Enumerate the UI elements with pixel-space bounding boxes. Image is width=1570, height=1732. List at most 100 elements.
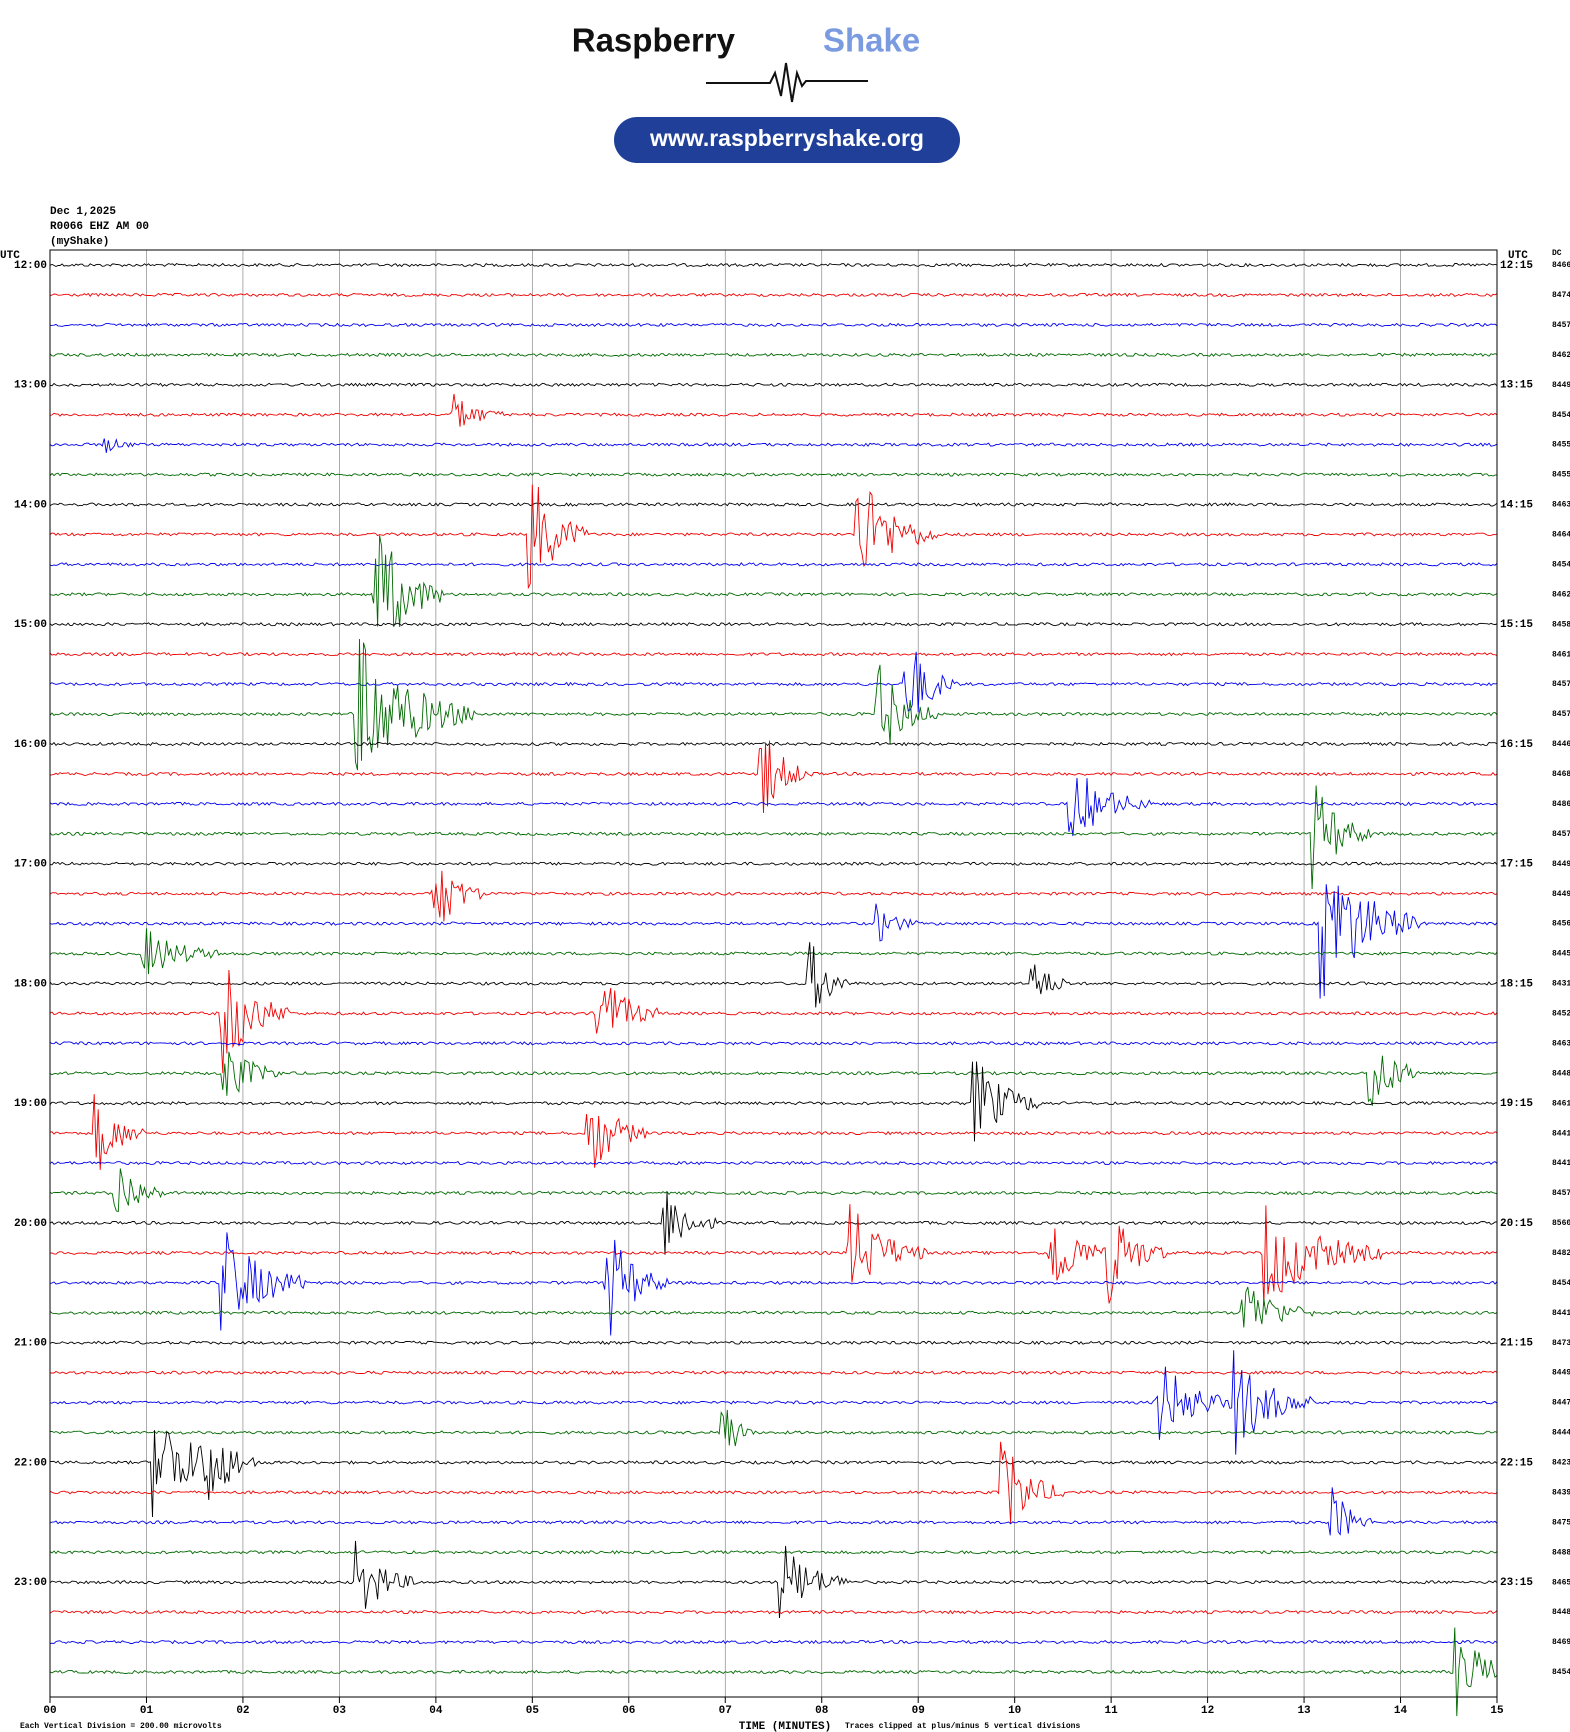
left-time-label: 15:00 [14,619,47,631]
trace [49,484,1498,590]
dc-value: 8447 [1552,1399,1570,1408]
left-time-label: 16:00 [14,739,47,751]
trace [49,1191,1497,1255]
right-axis-title: UTC [1508,250,1528,262]
dc-value: 8448 [1552,1608,1570,1617]
trace [49,1286,1498,1328]
dc-value: 8441 [1552,1129,1570,1138]
dc-value: 8488 [1552,1548,1570,1557]
dc-value: 8464 [1552,531,1570,540]
url[interactable]: www.raspberryshake.org [649,125,924,151]
x-tick-label: 06 [622,1705,635,1717]
trace [49,292,1498,298]
scale-note: Each Vertical Division = 200.00 microvol… [20,1722,222,1731]
dc-value: 8449 [1552,890,1570,899]
dc-value: 8457 [1552,830,1570,839]
trace [49,1441,1498,1524]
dc-value: 8444 [1552,1429,1570,1438]
x-tick-label: 09 [912,1705,925,1717]
traces [49,262,1498,1717]
station: R0066 EHZ AM 00 [50,221,149,233]
date: Dec 1,2025 [50,206,116,218]
url-pill[interactable] [614,117,960,163]
trace [49,1160,1498,1166]
trace [49,651,1498,657]
right-time-label: 15:15 [1500,619,1533,631]
right-time-label: 12:15 [1500,260,1533,272]
left-time-label: 12:00 [14,260,47,272]
trace [49,438,1498,453]
trace [49,1232,1498,1336]
dc-value: 8486 [1552,800,1570,809]
dc-value: 8457 [1552,1189,1570,1198]
trace [49,1340,1498,1345]
dc-value: 8462 [1552,351,1570,360]
right-time-label: 22:15 [1500,1457,1533,1469]
dc-value: 8439 [1552,1488,1570,1497]
trace [49,382,1498,387]
dc-value: 8423 [1552,1459,1570,1468]
trace [49,785,1498,890]
left-time-label: 18:00 [14,978,47,990]
x-tick-label: 01 [140,1705,154,1717]
dc-value: 8482 [1552,1249,1570,1258]
dc-value: 8466 [1552,261,1570,270]
dc-value: 8454 [1552,411,1570,420]
left-time-label: 14:00 [14,499,47,511]
dc-value: 8465 [1552,1578,1570,1587]
right-time-label: 13:15 [1500,380,1533,392]
dc-value: 8461 [1552,650,1570,659]
left-time-label: 21:00 [14,1338,47,1350]
dc-value: 8461 [1552,1099,1570,1108]
brand-dark: Raspberry [572,22,736,59]
clip-note: Traces clipped at plus/minus 5 vertical … [845,1722,1080,1731]
dc-value: 8469 [1552,1638,1570,1647]
dc-value: 8457 [1552,710,1570,719]
trace [49,393,1498,427]
dc-value: 8449 [1552,381,1570,390]
trace [49,1061,1498,1142]
left-time-label: 23:00 [14,1577,47,1589]
trace [50,1409,1498,1447]
dc-value: 8456 [1552,920,1570,929]
trace [49,1639,1498,1645]
dc-value: 8454 [1552,560,1570,569]
source: (myShake) [50,236,109,248]
brand-light: Shake [823,22,920,59]
x-tick-label: 15 [1490,1705,1504,1717]
trace [49,1350,1498,1455]
trace [49,942,1498,1008]
x-tick-label: 08 [815,1705,829,1717]
trace [49,622,1498,627]
x-tick-label: 00 [43,1705,56,1717]
dc-value: 8463 [1552,501,1570,510]
trace [49,651,1498,713]
x-tick-label: 05 [526,1705,540,1717]
trace [49,1550,1498,1555]
dc-value: 8441 [1552,1159,1570,1168]
dc-value: 8473 [1552,1339,1570,1348]
dc-value: 8458 [1552,620,1570,629]
trace [49,1094,1498,1170]
dc-value: 8446 [1552,740,1570,749]
trace [49,502,1498,507]
right-time-label: 17:15 [1500,859,1533,871]
trace [49,472,1498,477]
dc-value: 8474 [1552,291,1570,300]
dc-value: 8455 [1552,441,1570,450]
trace [49,352,1498,358]
trace [49,870,1498,922]
x-tick-label: 04 [429,1705,443,1717]
x-tick-label: 14 [1394,1705,1408,1717]
trace [49,262,1498,268]
dc-value: 8457 [1552,321,1570,330]
trace [49,740,1498,814]
dc-value: 8452 [1552,1010,1570,1019]
trace [49,969,1498,1074]
dc-value: 8455 [1552,471,1570,480]
right-time-label: 23:15 [1500,1577,1533,1589]
dc-value: 8462 [1552,590,1570,599]
trace [49,1168,1498,1213]
right-time-label: 21:15 [1500,1338,1533,1350]
